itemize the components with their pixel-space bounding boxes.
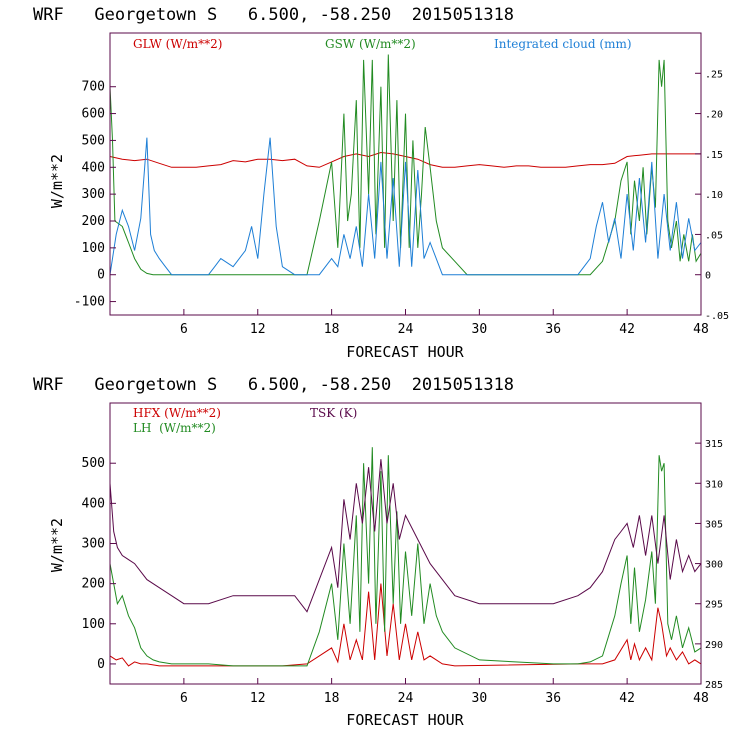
- top-chart-series-layer: [109, 54, 702, 276]
- top-y2tick-label: .10: [705, 190, 723, 201]
- bottom-ytick-label: 100: [82, 617, 105, 632]
- bottom-legend-hfx: HFX (W/m**2): [133, 406, 221, 420]
- bottom-chart-xlabel: FORECAST HOUR: [346, 711, 464, 729]
- top-legend-glw: GLW (W/m**2): [133, 37, 222, 51]
- bottom-xtick-label: 36: [545, 691, 561, 706]
- top-y2tick-label: .25: [705, 69, 723, 80]
- top-chart: WRF Georgetown S 6.500, -58.250 20150513…: [33, 5, 729, 361]
- bottom-ytick-label: 500: [82, 456, 105, 471]
- top-chart-x-ticks: 6 12 18 24 30 36 42 48: [180, 309, 709, 337]
- bottom-chart-ylabel: W/m**2: [48, 518, 66, 572]
- top-xtick-label: 36: [545, 322, 561, 337]
- top-xtick-label: 12: [250, 322, 266, 337]
- top-ytick-label: 500: [82, 133, 105, 148]
- top-series-0-line: [109, 151, 701, 168]
- top-chart-xlabel: FORECAST HOUR: [346, 343, 464, 361]
- bottom-chart-x-ticks: 6 12 18 24 30 36 42 48: [180, 678, 709, 706]
- bottom-ytick-label: 400: [82, 496, 105, 511]
- bottom-xtick-label: 30: [472, 691, 488, 706]
- bottom-xtick-label: 24: [398, 691, 414, 706]
- top-ytick-label: 600: [82, 107, 105, 122]
- top-legend-cloud: Integrated cloud (mm): [494, 37, 632, 51]
- top-y2tick-label: .20: [705, 110, 723, 121]
- bottom-series-1-line: [109, 447, 702, 667]
- bottom-xtick-label: 18: [324, 691, 340, 706]
- bottom-chart: WRF Georgetown S 6.500, -58.250 20150513…: [33, 375, 723, 729]
- top-ytick-label: 0: [97, 268, 105, 283]
- top-xtick-label: 24: [398, 322, 414, 337]
- bottom-chart-title: WRF Georgetown S 6.500, -58.250 20150513…: [33, 375, 514, 395]
- top-series-2-line: [109, 137, 702, 276]
- bottom-xtick-label: 12: [250, 691, 266, 706]
- top-chart-title: WRF Georgetown S 6.500, -58.250 20150513…: [33, 5, 514, 25]
- bottom-y2tick-label: 285: [705, 680, 723, 691]
- top-chart-frame: [109, 32, 702, 316]
- bottom-y2tick-label: 310: [705, 479, 723, 490]
- top-series-1-line: [109, 54, 702, 276]
- bottom-legend-lh: LH (W/m**2): [133, 421, 216, 435]
- bottom-ytick-label: 200: [82, 577, 105, 592]
- bottom-chart-y-ticks: 0 100 200 300 400 500: [82, 456, 116, 672]
- top-chart-y-ticks: -100 0 100 200 300 400 500 600 700: [74, 80, 116, 310]
- top-ytick-label: 200: [82, 214, 105, 229]
- bottom-xtick-label: 48: [693, 691, 709, 706]
- top-chart-ylabel: W/m**2: [48, 154, 66, 208]
- bottom-ytick-label: 300: [82, 537, 105, 552]
- top-y2tick-label: .15: [705, 150, 723, 161]
- bottom-y2tick-label: 315: [705, 439, 723, 450]
- top-ytick-label: -100: [74, 295, 105, 310]
- top-legend-gsw: GSW (W/m**2): [325, 37, 416, 51]
- bottom-ytick-label: 0: [97, 657, 105, 672]
- top-ytick-label: 700: [82, 80, 105, 95]
- bottom-series-2-line: [109, 459, 702, 613]
- bottom-y2tick-label: 305: [705, 519, 723, 530]
- top-xtick-label: 30: [472, 322, 488, 337]
- top-y2tick-label: 0: [705, 271, 711, 282]
- bottom-y2tick-label: 290: [705, 640, 723, 651]
- bottom-y2tick-label: 300: [705, 560, 723, 571]
- top-y2tick-label: .05: [705, 230, 723, 241]
- top-ytick-label: 300: [82, 187, 105, 202]
- bottom-chart-frame: [109, 402, 702, 685]
- top-ytick-label: 100: [82, 241, 105, 256]
- bottom-legend-tsk: TSK (K): [310, 406, 357, 420]
- top-xtick-label: 18: [324, 322, 340, 337]
- bottom-xtick-label: 42: [619, 691, 635, 706]
- bottom-chart-y2-ticks: 285 290 295 300 305 310 315: [695, 439, 723, 691]
- top-chart-y2-ticks: -.05 0 .05 .10 .15 .20 .25: [695, 69, 729, 322]
- top-ytick-label: 400: [82, 160, 105, 175]
- top-xtick-label: 6: [180, 322, 188, 337]
- top-xtick-label: 42: [619, 322, 635, 337]
- top-y2tick-label: -.05: [705, 311, 729, 322]
- bottom-xtick-label: 6: [180, 691, 188, 706]
- top-xtick-label: 48: [693, 322, 709, 337]
- bottom-chart-series-layer: [109, 447, 702, 667]
- bottom-y2tick-label: 295: [705, 600, 723, 611]
